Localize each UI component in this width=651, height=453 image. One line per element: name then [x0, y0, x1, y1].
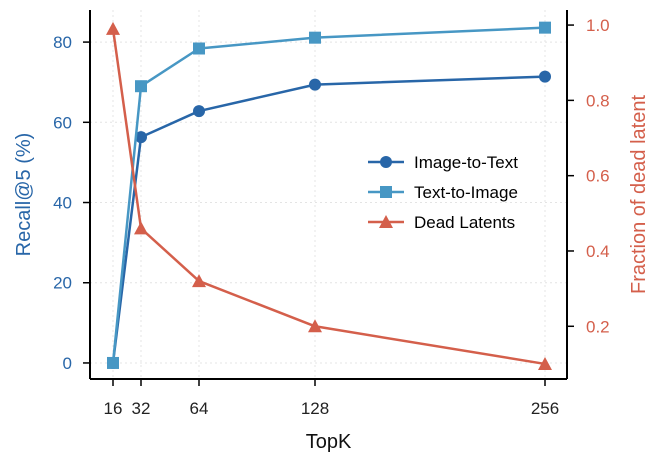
left-tick-label: 60	[53, 113, 72, 132]
data-point	[309, 31, 321, 44]
right-tick-label: 0.8	[586, 91, 610, 110]
left-tick-label: 80	[53, 33, 72, 52]
left-axis-title: Recall@5 (%)	[13, 133, 35, 257]
data-point	[106, 21, 120, 35]
left-tick-label: 0	[63, 354, 72, 373]
data-point	[135, 131, 147, 144]
legend: Image-to-Text Text-to-Image Dead Latents	[368, 153, 518, 232]
data-point	[135, 80, 147, 93]
legend-label: Image-to-Text	[414, 153, 518, 172]
right-axis-title: Fraction of dead latent	[628, 95, 650, 294]
right-tick-label: 0.4	[586, 242, 610, 261]
data-point	[309, 78, 321, 91]
legend-label: Text-to-Image	[414, 183, 518, 202]
right-tick-label: 0.6	[586, 167, 610, 186]
legend-label: Dead Latents	[414, 213, 515, 232]
right-tick-label: 0.2	[586, 317, 610, 336]
x-tick-label: 32	[132, 399, 151, 418]
data-point	[539, 21, 551, 34]
axes: 16 32 64 128 256 0 20 40 60 80 0.2 0.4 0.6 0.8 1.0 TopK…	[13, 10, 650, 453]
data-point	[192, 274, 206, 288]
x-axis-title: TopK	[306, 431, 352, 453]
data-point	[193, 42, 205, 55]
right-tick-label: 1.0	[586, 16, 610, 35]
left-tick-label: 40	[53, 194, 72, 213]
left-tick-label: 20	[53, 274, 72, 293]
data-point	[193, 105, 205, 118]
data-point	[134, 221, 148, 235]
x-tick-label: 16	[104, 399, 123, 418]
series-layer	[106, 21, 552, 370]
legend-marker	[379, 215, 393, 228]
x-tick-label: 64	[190, 399, 209, 418]
legend-marker	[380, 186, 392, 198]
data-point	[107, 356, 119, 369]
x-tick-label: 128	[301, 399, 329, 418]
data-point	[538, 356, 552, 370]
x-tick-label: 256	[531, 399, 559, 418]
data-point	[539, 70, 551, 83]
data-point	[308, 319, 322, 333]
legend-marker	[380, 156, 392, 168]
